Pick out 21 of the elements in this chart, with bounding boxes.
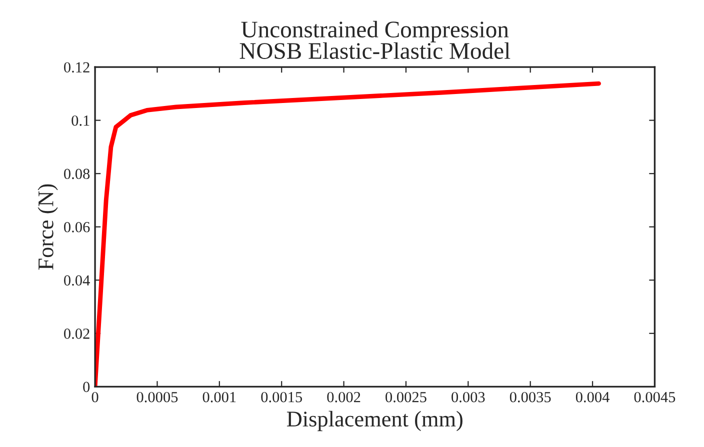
x-tick-label: 0.0015 [261,392,302,402]
x-tick-label: 0.0035 [510,392,551,402]
y-tick-label: 0.04 [64,275,90,286]
x-axis-title: Displacement (mm) [286,410,462,432]
x-tick-label: 0.002 [327,392,360,402]
y-tick-label: 0.06 [64,222,90,232]
x-tick-label: 0.0025 [386,392,426,402]
chart-title: Unconstrained Compression NOSB Elastic-Plastic Model [240,20,510,59]
y-tick-label: 0.08 [64,168,90,180]
y-tick-label: 0.1 [72,115,90,126]
x-tick-label: 0.004 [576,392,610,402]
x-tick-label: 0.001 [202,392,236,402]
y-tick-label: 0.12 [64,62,90,73]
x-tick-label: 0.003 [452,392,485,402]
x-tick-label: 0 [92,392,98,402]
y-tick-label: 0.02 [64,328,90,339]
x-tick-label: 0.0005 [136,392,178,402]
x-tick-label: 0.0045 [634,392,676,402]
line-series [95,81,601,387]
y-axis-title: Force (N) [38,184,58,270]
y-tick-label: 0 [83,382,90,392]
